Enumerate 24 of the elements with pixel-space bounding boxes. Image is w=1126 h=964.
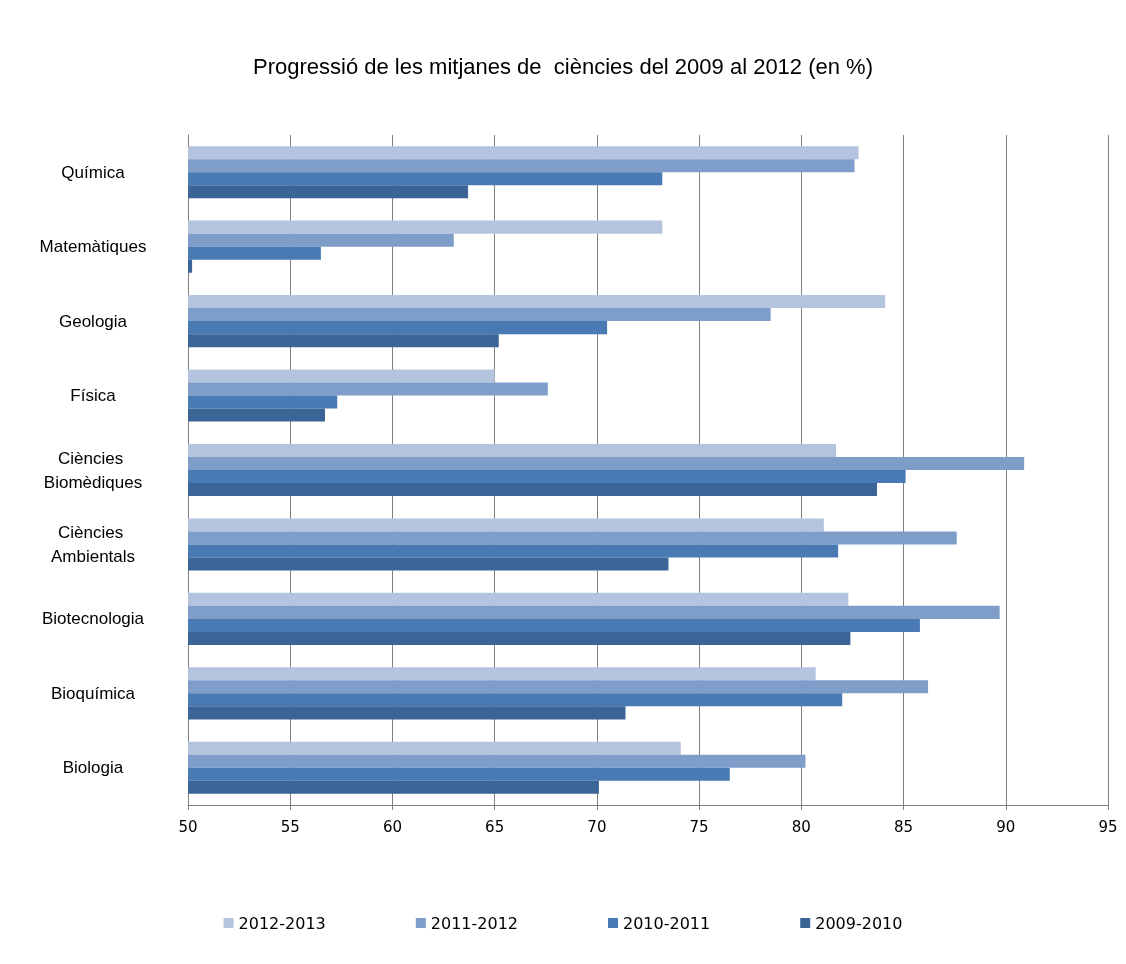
x-tick-label: 70 <box>587 817 607 836</box>
y-tick-label: Ciències Biomèdiques <box>43 448 143 492</box>
y-tick-label: Biotecnologia <box>41 609 145 629</box>
legend-label: 2012-2013 <box>238 913 326 933</box>
y-tick-label: Matemàtiques <box>39 237 147 257</box>
legend-label: 2009-2010 <box>815 913 903 933</box>
legend-label: 2010-2011 <box>623 913 711 933</box>
x-tick-label: 85 <box>894 817 914 836</box>
y-tick-label: Física <box>70 386 117 406</box>
x-tick-label: 90 <box>996 817 1016 836</box>
y-tick-label: Bioquímica <box>50 683 136 703</box>
y-tick-label: Ciències Ambientals <box>50 522 136 566</box>
x-tick-label: 50 <box>178 817 198 836</box>
x-tick-label: 60 <box>382 817 402 836</box>
y-tick-label: Química <box>61 162 126 182</box>
x-tick-label: 75 <box>689 817 709 836</box>
x-tick-label: 80 <box>791 817 811 836</box>
x-tick-label: 55 <box>280 817 300 836</box>
y-tick-label: Geologia <box>58 311 128 331</box>
x-tick-label: 65 <box>485 817 505 836</box>
chart-title: Progressió de les mitjanes de ciències del 2009 al 2012 (en %) <box>252 53 874 79</box>
x-tick-label: 95 <box>1098 817 1118 836</box>
y-tick-label: Biologia <box>62 758 124 778</box>
legend-label: 2011-2012 <box>430 913 519 933</box>
